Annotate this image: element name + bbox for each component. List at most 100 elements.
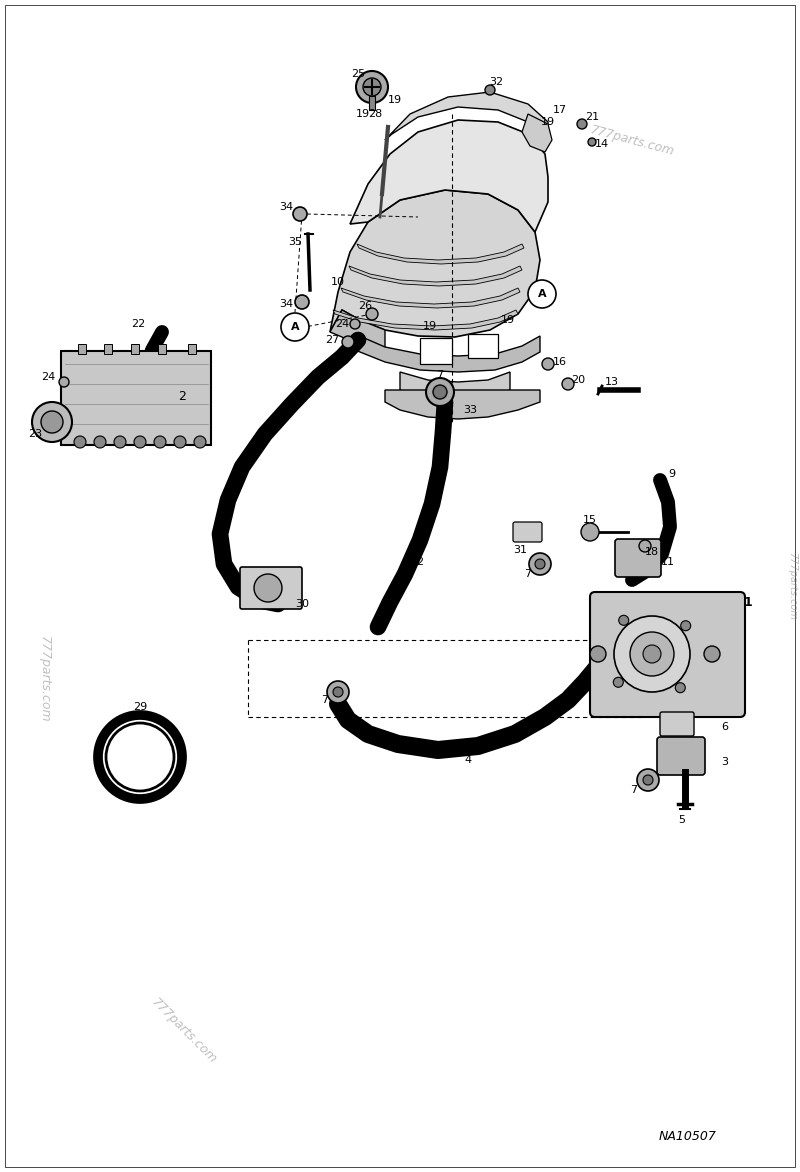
Circle shape (562, 379, 574, 390)
Circle shape (529, 553, 551, 575)
FancyBboxPatch shape (660, 713, 694, 736)
Polygon shape (350, 120, 548, 232)
Circle shape (643, 645, 661, 663)
Text: 19: 19 (501, 315, 515, 325)
Text: 33: 33 (463, 406, 477, 415)
FancyBboxPatch shape (590, 592, 745, 717)
Text: 19: 19 (541, 117, 555, 127)
Circle shape (134, 436, 146, 448)
Polygon shape (522, 114, 552, 152)
Polygon shape (333, 311, 518, 331)
Circle shape (681, 621, 690, 631)
Circle shape (350, 319, 360, 329)
Circle shape (535, 559, 545, 568)
Circle shape (433, 384, 447, 398)
Text: 11: 11 (661, 557, 675, 567)
Polygon shape (341, 288, 520, 308)
Text: 12: 12 (411, 557, 425, 567)
Circle shape (588, 138, 596, 146)
Circle shape (254, 574, 282, 602)
Text: 7: 7 (630, 785, 638, 795)
Text: 29: 29 (133, 702, 147, 713)
Circle shape (542, 357, 554, 370)
Text: 30: 30 (295, 599, 309, 609)
Circle shape (675, 683, 686, 693)
Circle shape (174, 436, 186, 448)
Polygon shape (385, 390, 540, 420)
Text: 26: 26 (358, 301, 372, 311)
Text: 32: 32 (489, 77, 503, 87)
Text: 4: 4 (465, 755, 471, 765)
Circle shape (485, 86, 495, 95)
Text: 17: 17 (553, 105, 567, 115)
Text: 19: 19 (356, 109, 370, 120)
Circle shape (94, 436, 106, 448)
Circle shape (637, 769, 659, 791)
Text: 20: 20 (571, 375, 585, 384)
Text: 35: 35 (288, 237, 302, 247)
Circle shape (704, 646, 720, 662)
Text: 8: 8 (334, 357, 342, 367)
Text: 19: 19 (388, 95, 402, 105)
Circle shape (643, 775, 653, 785)
Circle shape (342, 336, 354, 348)
Bar (104, 345, 112, 354)
Polygon shape (355, 334, 540, 372)
Circle shape (590, 646, 606, 662)
Circle shape (41, 411, 63, 432)
Circle shape (333, 687, 343, 697)
Bar (78, 345, 86, 354)
Bar (369, 96, 375, 110)
Circle shape (74, 436, 86, 448)
Text: 9: 9 (669, 469, 675, 479)
Text: 7: 7 (322, 695, 329, 706)
Text: 777parts.com: 777parts.com (149, 996, 219, 1067)
Bar (158, 345, 166, 354)
FancyBboxPatch shape (657, 737, 705, 775)
Text: 25: 25 (351, 69, 365, 79)
Polygon shape (349, 266, 522, 286)
Text: 19: 19 (423, 321, 437, 331)
Circle shape (639, 540, 651, 552)
Text: 28: 28 (368, 109, 382, 120)
Circle shape (577, 120, 587, 129)
Text: 777parts.com: 777parts.com (38, 636, 50, 723)
Text: 22: 22 (131, 319, 145, 329)
Text: 3: 3 (722, 757, 729, 766)
Text: 13: 13 (605, 377, 619, 387)
Text: 27: 27 (325, 335, 339, 345)
Bar (131, 345, 139, 354)
Text: 24: 24 (335, 319, 349, 329)
Bar (420, 338, 452, 364)
Text: 16: 16 (553, 357, 567, 367)
Circle shape (614, 677, 623, 687)
Polygon shape (357, 244, 524, 264)
Text: 15: 15 (583, 515, 597, 525)
Text: 5: 5 (678, 815, 686, 825)
Text: 18: 18 (645, 547, 659, 557)
Bar (468, 334, 498, 357)
Text: 34: 34 (279, 299, 293, 309)
Text: A: A (290, 322, 299, 332)
Circle shape (366, 308, 378, 320)
FancyBboxPatch shape (240, 567, 302, 609)
Circle shape (154, 436, 166, 448)
Text: 7: 7 (437, 370, 443, 380)
Text: 777parts.com: 777parts.com (589, 123, 675, 158)
FancyBboxPatch shape (615, 539, 661, 577)
Circle shape (59, 377, 69, 387)
Circle shape (327, 681, 349, 703)
Text: 1: 1 (744, 595, 752, 608)
Circle shape (426, 379, 454, 406)
Circle shape (630, 632, 674, 676)
Circle shape (295, 295, 309, 309)
Text: 14: 14 (595, 139, 609, 149)
Circle shape (618, 615, 629, 626)
Circle shape (32, 402, 72, 442)
Bar (188, 345, 196, 354)
Text: 6: 6 (722, 722, 729, 732)
Text: 23: 23 (28, 429, 42, 440)
Circle shape (194, 436, 206, 448)
FancyBboxPatch shape (61, 350, 211, 445)
Text: 7: 7 (525, 568, 531, 579)
